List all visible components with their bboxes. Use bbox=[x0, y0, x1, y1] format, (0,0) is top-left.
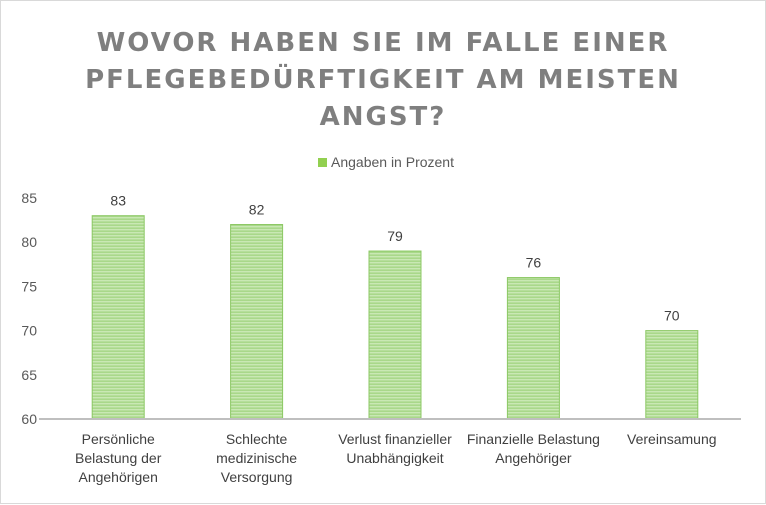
y-tick-label: 80 bbox=[21, 234, 37, 250]
bar bbox=[91, 215, 145, 420]
chart-title: WOVOR HABEN SIE IM FALLE EINER PFLEGEBEDÜ… bbox=[85, 28, 681, 132]
bar bbox=[368, 250, 422, 420]
bar bbox=[645, 330, 699, 420]
legend-label: Angaben in Prozent bbox=[331, 154, 454, 170]
y-tick-label: 70 bbox=[21, 323, 37, 339]
y-axis: 60 65 70 75 80 85 bbox=[21, 190, 37, 427]
y-tick-label: 60 bbox=[21, 411, 37, 427]
data-label: 83 bbox=[110, 193, 126, 209]
x-category-label-line: Schlechte bbox=[226, 431, 288, 447]
x-category-label-line: Versorgung bbox=[221, 469, 293, 485]
x-category-label: Vereinsamung bbox=[627, 431, 717, 447]
data-label: 70 bbox=[664, 308, 680, 324]
chart-title-line: ANGST? bbox=[320, 102, 447, 132]
legend-swatch bbox=[318, 158, 327, 167]
x-axis: Persönliche Belastung der Angehörigen Schle… bbox=[39, 418, 741, 485]
x-category-label-line: Angehöriger bbox=[495, 450, 572, 466]
y-tick-label: 65 bbox=[21, 367, 37, 383]
y-tick-label: 85 bbox=[21, 190, 37, 206]
x-category-label-line: medizinische bbox=[216, 450, 297, 466]
x-category-label-line: Angehörigen bbox=[78, 469, 157, 485]
data-label: 76 bbox=[526, 255, 542, 271]
y-tick-label: 75 bbox=[21, 278, 37, 294]
x-category-label-line: Belastung der bbox=[75, 450, 162, 466]
bar bbox=[506, 277, 560, 420]
x-category-label-line: Unabhängigkeit bbox=[346, 450, 443, 466]
bar bbox=[230, 224, 284, 420]
chart-title-line: PFLEGEBEDÜRFTIGKEIT AM MEISTEN bbox=[85, 62, 681, 95]
data-labels: 83 82 79 76 70 bbox=[110, 193, 679, 324]
x-category-label-line: Vereinsamung bbox=[627, 431, 717, 447]
x-category-label-line: Finanzielle Belastung bbox=[467, 431, 600, 447]
data-label: 82 bbox=[249, 202, 265, 218]
x-category-label: Finanzielle Belastung Angehöriger bbox=[467, 431, 600, 466]
bars bbox=[91, 215, 699, 420]
data-label: 79 bbox=[387, 228, 403, 244]
x-category-label-line: Persönliche bbox=[82, 431, 155, 447]
legend: Angaben in Prozent bbox=[318, 154, 454, 170]
x-category-label: Verlust finanzieller Unabhängigkeit bbox=[338, 431, 452, 466]
x-category-label: Schlechte medizinische Versorgung bbox=[216, 431, 297, 485]
x-category-label-line: Verlust finanzieller bbox=[338, 431, 452, 447]
chart-title-line: WOVOR HABEN SIE IM FALLE EINER bbox=[97, 28, 670, 58]
x-category-label: Persönliche Belastung der Angehörigen bbox=[75, 431, 162, 485]
